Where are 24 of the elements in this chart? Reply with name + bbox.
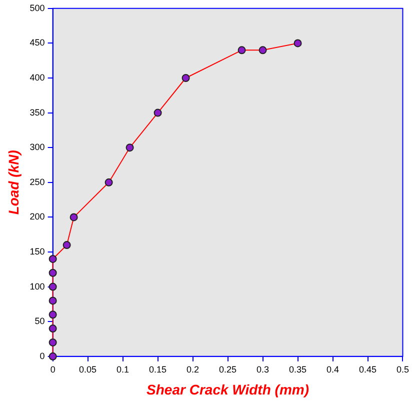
y-axis-title: Load (kN) (5, 150, 22, 215)
x-tick-label: 0.2 (186, 364, 200, 374)
y-tick-label: 0 (40, 350, 45, 361)
y-tick-label: 150 (30, 246, 45, 256)
y-tick-label: 350 (30, 107, 45, 118)
x-tick-label: 0.05 (79, 364, 97, 374)
x-tick-label: 0.5 (396, 364, 409, 374)
x-tick-label: 0.1 (116, 364, 130, 374)
x-tick-label: 0 (50, 364, 56, 374)
x-tick-label: 0.15 (149, 364, 167, 374)
y-tick-label: 500 (30, 2, 45, 13)
x-axis-title: Shear Crack Width (mm) (146, 381, 310, 398)
y-tick-label: 100 (30, 281, 45, 292)
x-tick-label: 0.25 (219, 364, 237, 374)
y-tick-label: 200 (30, 212, 45, 222)
y-tick-label: 50 (34, 316, 45, 326)
x-tick-label: 0.35 (289, 364, 307, 374)
y-tick-label: 450 (30, 38, 45, 48)
x-tick-label: 0.3 (256, 364, 270, 374)
y-tick-label: 300 (30, 142, 45, 152)
y-tick-label: 250 (30, 176, 45, 187)
x-tick-label: 0.4 (326, 364, 340, 374)
x-tick-label: 0.45 (358, 364, 377, 374)
y-tick-label: 400 (30, 72, 45, 82)
